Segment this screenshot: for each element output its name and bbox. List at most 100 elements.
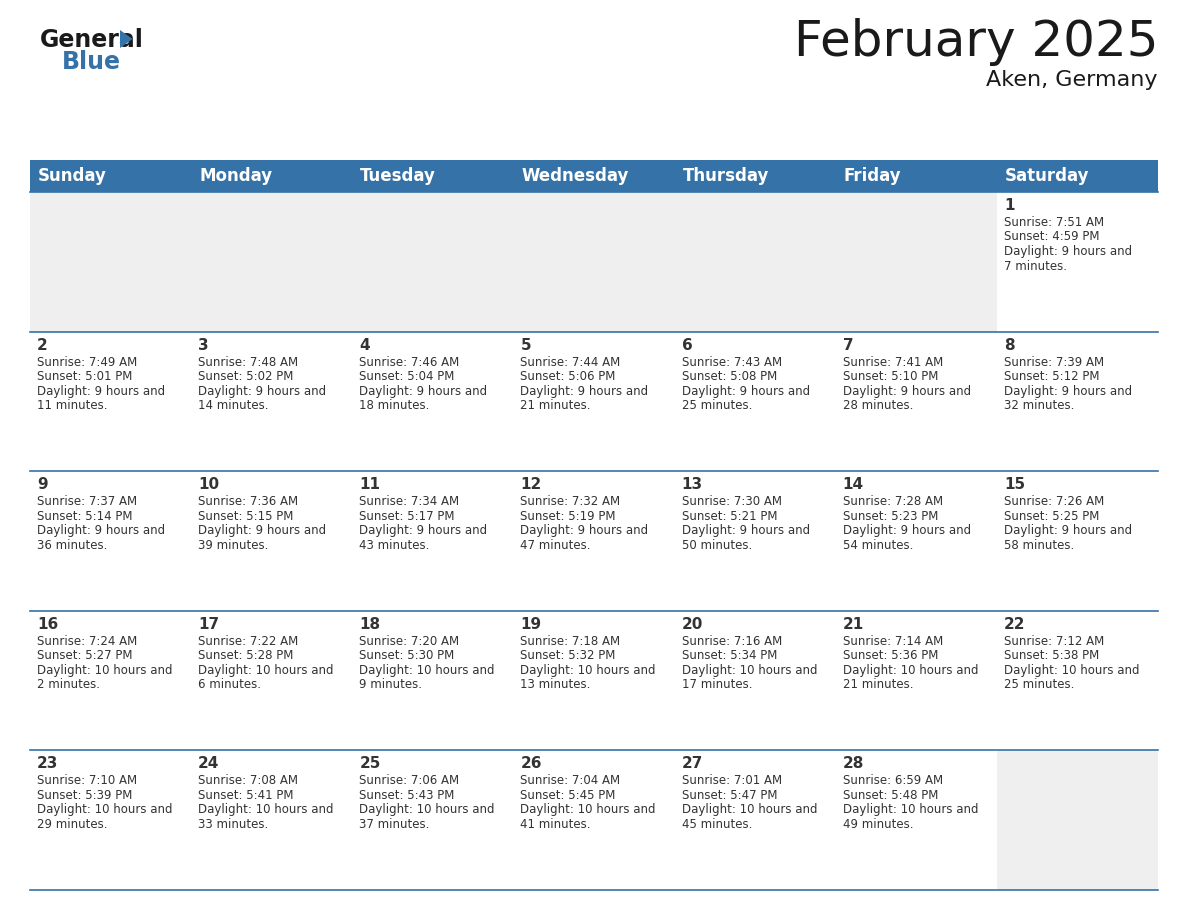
Bar xyxy=(353,471,513,610)
Bar xyxy=(835,331,997,471)
Text: Sunrise: 7:04 AM: Sunrise: 7:04 AM xyxy=(520,775,620,788)
Text: Daylight: 10 hours and: Daylight: 10 hours and xyxy=(842,664,978,677)
Text: 49 minutes.: 49 minutes. xyxy=(842,818,914,831)
Text: Daylight: 9 hours and: Daylight: 9 hours and xyxy=(37,524,165,537)
Bar xyxy=(513,160,675,192)
Text: Daylight: 10 hours and: Daylight: 10 hours and xyxy=(37,664,172,677)
Bar xyxy=(513,750,675,890)
Bar xyxy=(513,331,675,471)
Text: 6: 6 xyxy=(682,338,693,353)
Text: Sunrise: 7:49 AM: Sunrise: 7:49 AM xyxy=(37,355,138,369)
Text: Daylight: 9 hours and: Daylight: 9 hours and xyxy=(1004,524,1132,537)
Text: Sunset: 5:41 PM: Sunset: 5:41 PM xyxy=(198,789,293,802)
Text: Sunset: 5:45 PM: Sunset: 5:45 PM xyxy=(520,789,615,802)
Text: Daylight: 10 hours and: Daylight: 10 hours and xyxy=(359,664,494,677)
Text: Daylight: 9 hours and: Daylight: 9 hours and xyxy=(682,524,810,537)
Bar xyxy=(675,192,835,331)
Bar xyxy=(30,750,191,890)
Text: 25: 25 xyxy=(359,756,380,771)
Text: Sunrise: 7:30 AM: Sunrise: 7:30 AM xyxy=(682,495,782,509)
Bar xyxy=(191,192,353,331)
Bar xyxy=(835,610,997,750)
Text: 50 minutes.: 50 minutes. xyxy=(682,539,752,552)
Polygon shape xyxy=(120,30,133,48)
Text: 14 minutes.: 14 minutes. xyxy=(198,399,268,412)
Text: Sunset: 5:01 PM: Sunset: 5:01 PM xyxy=(37,370,132,383)
Text: Sunrise: 7:34 AM: Sunrise: 7:34 AM xyxy=(359,495,460,509)
Text: Sunrise: 7:01 AM: Sunrise: 7:01 AM xyxy=(682,775,782,788)
Text: 1: 1 xyxy=(1004,198,1015,213)
Text: 5: 5 xyxy=(520,338,531,353)
Text: 16: 16 xyxy=(37,617,58,632)
Text: Sunset: 5:47 PM: Sunset: 5:47 PM xyxy=(682,789,777,802)
Text: 10: 10 xyxy=(198,477,220,492)
Text: 23: 23 xyxy=(37,756,58,771)
Text: 9: 9 xyxy=(37,477,48,492)
Text: Blue: Blue xyxy=(62,50,121,74)
Bar xyxy=(353,750,513,890)
Text: Sunrise: 7:37 AM: Sunrise: 7:37 AM xyxy=(37,495,137,509)
Bar xyxy=(997,750,1158,890)
Text: Sunrise: 7:08 AM: Sunrise: 7:08 AM xyxy=(198,775,298,788)
Text: Sunset: 5:32 PM: Sunset: 5:32 PM xyxy=(520,649,615,662)
Text: Monday: Monday xyxy=(200,167,272,185)
Text: 14: 14 xyxy=(842,477,864,492)
Text: 27: 27 xyxy=(682,756,703,771)
Text: Sunset: 5:36 PM: Sunset: 5:36 PM xyxy=(842,649,939,662)
Text: Sunrise: 7:32 AM: Sunrise: 7:32 AM xyxy=(520,495,620,509)
Text: Sunset: 5:39 PM: Sunset: 5:39 PM xyxy=(37,789,132,802)
Text: 21 minutes.: 21 minutes. xyxy=(520,399,590,412)
Text: Sunset: 5:14 PM: Sunset: 5:14 PM xyxy=(37,509,133,522)
Text: 19: 19 xyxy=(520,617,542,632)
Bar xyxy=(30,331,191,471)
Bar xyxy=(30,192,191,331)
Text: 21: 21 xyxy=(842,617,864,632)
Text: Sunset: 5:34 PM: Sunset: 5:34 PM xyxy=(682,649,777,662)
Bar xyxy=(513,192,675,331)
Text: Sunrise: 7:51 AM: Sunrise: 7:51 AM xyxy=(1004,216,1104,229)
Text: 45 minutes.: 45 minutes. xyxy=(682,818,752,831)
Text: Sunrise: 7:20 AM: Sunrise: 7:20 AM xyxy=(359,635,460,648)
Text: 7 minutes.: 7 minutes. xyxy=(1004,260,1067,273)
Text: Sunset: 5:43 PM: Sunset: 5:43 PM xyxy=(359,789,455,802)
Text: 29 minutes.: 29 minutes. xyxy=(37,818,107,831)
Text: Daylight: 9 hours and: Daylight: 9 hours and xyxy=(520,524,649,537)
Text: Sunrise: 7:16 AM: Sunrise: 7:16 AM xyxy=(682,635,782,648)
Bar xyxy=(835,471,997,610)
Text: Thursday: Thursday xyxy=(683,167,769,185)
Bar xyxy=(191,750,353,890)
Text: Sunrise: 7:06 AM: Sunrise: 7:06 AM xyxy=(359,775,460,788)
Bar xyxy=(675,471,835,610)
Bar xyxy=(675,331,835,471)
Text: Sunrise: 7:10 AM: Sunrise: 7:10 AM xyxy=(37,775,137,788)
Bar xyxy=(997,331,1158,471)
Text: Sunset: 5:28 PM: Sunset: 5:28 PM xyxy=(198,649,293,662)
Text: 15: 15 xyxy=(1004,477,1025,492)
Text: Tuesday: Tuesday xyxy=(360,167,436,185)
Text: 58 minutes.: 58 minutes. xyxy=(1004,539,1074,552)
Text: Daylight: 10 hours and: Daylight: 10 hours and xyxy=(359,803,494,816)
Text: Wednesday: Wednesday xyxy=(522,167,628,185)
Text: Aken, Germany: Aken, Germany xyxy=(986,70,1158,90)
Text: Daylight: 9 hours and: Daylight: 9 hours and xyxy=(198,385,327,397)
Text: Sunrise: 7:12 AM: Sunrise: 7:12 AM xyxy=(1004,635,1104,648)
Text: Sunrise: 7:22 AM: Sunrise: 7:22 AM xyxy=(198,635,298,648)
Text: 11: 11 xyxy=(359,477,380,492)
Bar xyxy=(997,192,1158,331)
Text: Sunrise: 7:28 AM: Sunrise: 7:28 AM xyxy=(842,495,943,509)
Text: Sunset: 5:06 PM: Sunset: 5:06 PM xyxy=(520,370,615,383)
Text: Daylight: 10 hours and: Daylight: 10 hours and xyxy=(520,803,656,816)
Bar xyxy=(191,610,353,750)
Bar xyxy=(191,331,353,471)
Bar xyxy=(997,610,1158,750)
Bar xyxy=(513,610,675,750)
Text: Saturday: Saturday xyxy=(1005,167,1089,185)
Text: Daylight: 10 hours and: Daylight: 10 hours and xyxy=(520,664,656,677)
Text: 13: 13 xyxy=(682,477,702,492)
Text: Daylight: 10 hours and: Daylight: 10 hours and xyxy=(198,803,334,816)
Text: 13 minutes.: 13 minutes. xyxy=(520,678,590,691)
Text: Daylight: 9 hours and: Daylight: 9 hours and xyxy=(359,385,487,397)
Text: Sunset: 5:38 PM: Sunset: 5:38 PM xyxy=(1004,649,1099,662)
Text: 25 minutes.: 25 minutes. xyxy=(682,399,752,412)
Text: Daylight: 9 hours and: Daylight: 9 hours and xyxy=(842,524,971,537)
